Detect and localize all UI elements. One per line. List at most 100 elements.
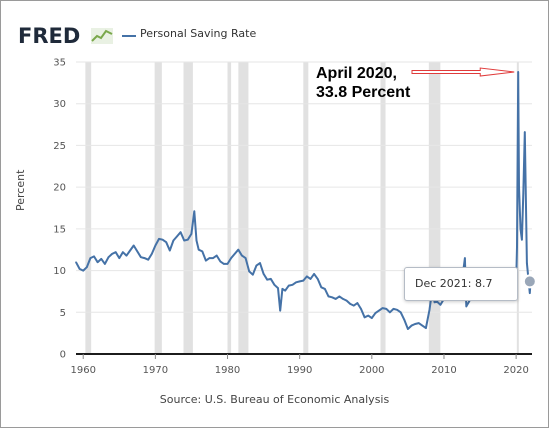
data-point — [522, 193, 525, 195]
data-point — [125, 254, 128, 257]
data-point — [259, 262, 261, 264]
data-point — [421, 324, 424, 327]
data-point — [378, 309, 380, 312]
data-point — [176, 235, 178, 238]
data-point — [100, 258, 103, 260]
data-point — [89, 257, 92, 259]
data-point — [306, 275, 308, 278]
data-point — [324, 288, 326, 290]
data-point — [150, 253, 153, 255]
data-point — [161, 238, 164, 241]
data-point — [331, 296, 333, 299]
data-point — [179, 231, 182, 233]
data-point — [140, 256, 142, 259]
data-point — [107, 256, 110, 259]
data-point — [523, 131, 526, 133]
y-tick-label: 5 — [60, 308, 66, 319]
data-point — [86, 266, 88, 269]
data-point — [114, 251, 117, 254]
data-point — [248, 270, 250, 273]
data-point — [251, 273, 254, 276]
data-point — [313, 273, 315, 275]
recession-band — [380, 62, 386, 354]
data-point — [205, 259, 207, 262]
data-point — [309, 278, 312, 280]
data-point — [392, 308, 395, 310]
fred-sparkline-icon — [91, 28, 113, 44]
data-point — [518, 186, 520, 188]
data-point — [360, 308, 362, 310]
data-point — [172, 239, 175, 242]
data-point — [298, 280, 301, 283]
x-tick-label: 1980 — [215, 365, 240, 376]
y-tick-label: 20 — [53, 183, 66, 194]
data-point — [190, 233, 193, 235]
data-point — [195, 239, 198, 242]
y-tick-label: 0 — [60, 350, 66, 361]
data-point — [433, 301, 436, 304]
data-point — [516, 246, 518, 249]
data-point — [226, 263, 229, 265]
data-point — [111, 253, 113, 255]
data-point — [529, 292, 531, 294]
legend-swatch — [122, 35, 136, 37]
data-point — [219, 260, 222, 263]
data-point — [129, 249, 131, 252]
data-point — [435, 300, 438, 303]
data-point — [158, 238, 160, 240]
data-point — [277, 287, 279, 289]
y-tick-labels: 0 5 10 15 20 25 30 35 — [53, 58, 66, 361]
data-point — [385, 308, 388, 310]
data-point — [284, 289, 287, 292]
data-point — [425, 327, 427, 329]
data-point — [168, 249, 171, 252]
data-point — [208, 257, 211, 259]
data-point — [78, 268, 81, 270]
recession-bands — [85, 62, 519, 354]
data-point — [327, 295, 330, 298]
data-point — [230, 257, 232, 259]
recession-band — [154, 62, 162, 354]
data-point — [389, 311, 391, 314]
data-point — [197, 248, 200, 251]
tooltip-text: Dec 2021: 8.7 — [415, 277, 493, 290]
data-point — [270, 278, 272, 280]
data-point — [439, 303, 442, 306]
data-point — [352, 304, 355, 307]
data-point — [403, 318, 406, 321]
data-point — [295, 281, 297, 284]
data-point — [96, 261, 99, 264]
data-point — [367, 314, 370, 317]
data-point — [75, 261, 77, 264]
data-point — [104, 263, 106, 265]
data-point — [244, 257, 247, 259]
x-tick-label: 2010 — [431, 365, 456, 376]
x-tick-label: 2020 — [503, 365, 528, 376]
data-point — [262, 273, 265, 275]
data-point — [237, 248, 240, 251]
data-point — [291, 283, 294, 286]
y-tick-label: 15 — [53, 224, 66, 235]
data-point — [118, 257, 121, 259]
data-point — [320, 286, 323, 289]
data-point — [288, 284, 290, 287]
x-tick-label: 2000 — [359, 365, 384, 376]
data-point — [147, 258, 149, 261]
data-point — [93, 255, 95, 258]
legend-label[interactable]: Personal Saving Rate — [140, 27, 257, 40]
data-point — [374, 312, 377, 314]
data-point — [371, 317, 373, 319]
tooltip-marker[interactable] — [522, 274, 537, 289]
data-point — [82, 269, 85, 272]
y-tick-label: 25 — [53, 141, 66, 152]
data-point — [136, 250, 139, 253]
data-point — [132, 244, 135, 247]
data-point — [241, 254, 243, 257]
data-point — [302, 279, 305, 282]
fred-logo[interactable]: FRED — [18, 24, 81, 48]
data-point — [414, 323, 416, 325]
data-point — [212, 257, 214, 259]
x-tick-label: 1990 — [287, 365, 312, 376]
data-point — [526, 262, 528, 264]
